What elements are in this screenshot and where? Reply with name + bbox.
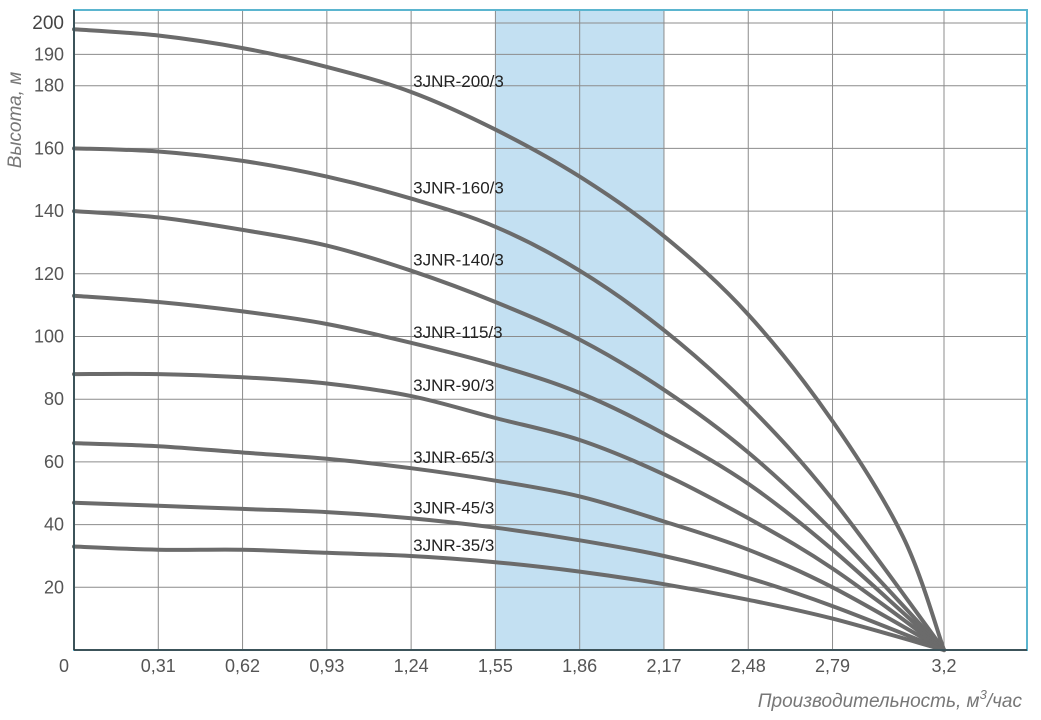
series-label-6: 3JNR-45/3 — [413, 498, 494, 517]
x-tick-label-8: 2,79 — [815, 656, 850, 676]
series-line-7 — [72, 544, 946, 652]
series-label-7: 3JNR-35/3 — [413, 536, 494, 555]
origin-label: 0 — [59, 656, 69, 676]
series-line-5 — [72, 441, 946, 652]
y-tick-label-6: 140 — [34, 201, 64, 221]
series-label-2: 3JNR-140/3 — [413, 251, 504, 270]
x-tick-label-9: 3,2 — [931, 656, 956, 676]
y-tick-label-7: 160 — [34, 138, 64, 158]
series-label-0: 3JNR-200/3 — [413, 72, 504, 91]
y-tick-label-0: 20 — [44, 577, 64, 597]
series-label-3: 3JNR-115/3 — [413, 323, 502, 342]
x-tick-label-7: 2,48 — [731, 656, 766, 676]
series-label-5: 3JNR-65/3 — [413, 448, 494, 467]
x-tick-label-5: 1,86 — [562, 656, 597, 676]
x-tick-label-0: 0,31 — [141, 656, 176, 676]
y-tick-label-1: 40 — [44, 515, 64, 535]
series-line-2 — [72, 209, 946, 652]
series-label-1: 3JNR-160/3 — [413, 179, 504, 198]
series-label-layer: 3JNR-200/3 3JNR-160/3 3JNR-140/3 3JNR-115/3… — [413, 72, 504, 555]
y-axis-title: Высота, м — [5, 72, 26, 168]
series-line-0 — [72, 27, 946, 652]
y-tick-label-10: 200 — [32, 13, 64, 34]
x-axis-title-suffix: /час — [985, 691, 1023, 712]
y-tick-label-3: 80 — [44, 389, 64, 409]
x-axis-title-superscript: 3 — [980, 687, 988, 702]
x-tick-label-2: 0,93 — [309, 656, 344, 676]
tick-label-layer: 20 40 60 80 100 120 140 160 180 190 200 0,31 0,62 0,9… — [32, 13, 956, 676]
y-tick-label-8: 180 — [34, 76, 64, 96]
y-tick-label-2: 60 — [44, 452, 64, 472]
y-tick-label-4: 100 — [34, 327, 64, 347]
series-line-4 — [72, 371, 946, 652]
y-tick-label-5: 120 — [34, 264, 64, 284]
series-line-1 — [72, 146, 946, 652]
series-label-4: 3JNR-90/3 — [413, 376, 494, 395]
x-axis-title-main: Производительность, м — [758, 691, 980, 712]
x-tick-label-1: 0,62 — [225, 656, 260, 676]
x-tick-label-4: 1,55 — [478, 656, 513, 676]
series-layer — [72, 27, 946, 652]
x-tick-label-6: 2,17 — [646, 656, 681, 676]
frame-layer — [73, 9, 1028, 651]
series-line-3 — [72, 293, 946, 652]
series-line-6 — [72, 500, 946, 652]
x-axis-title: Производительность, м3/час — [758, 687, 1023, 712]
grid-layer — [74, 10, 1027, 650]
y-tick-label-9: 190 — [34, 44, 64, 64]
x-tick-label-3: 1,24 — [394, 656, 429, 676]
